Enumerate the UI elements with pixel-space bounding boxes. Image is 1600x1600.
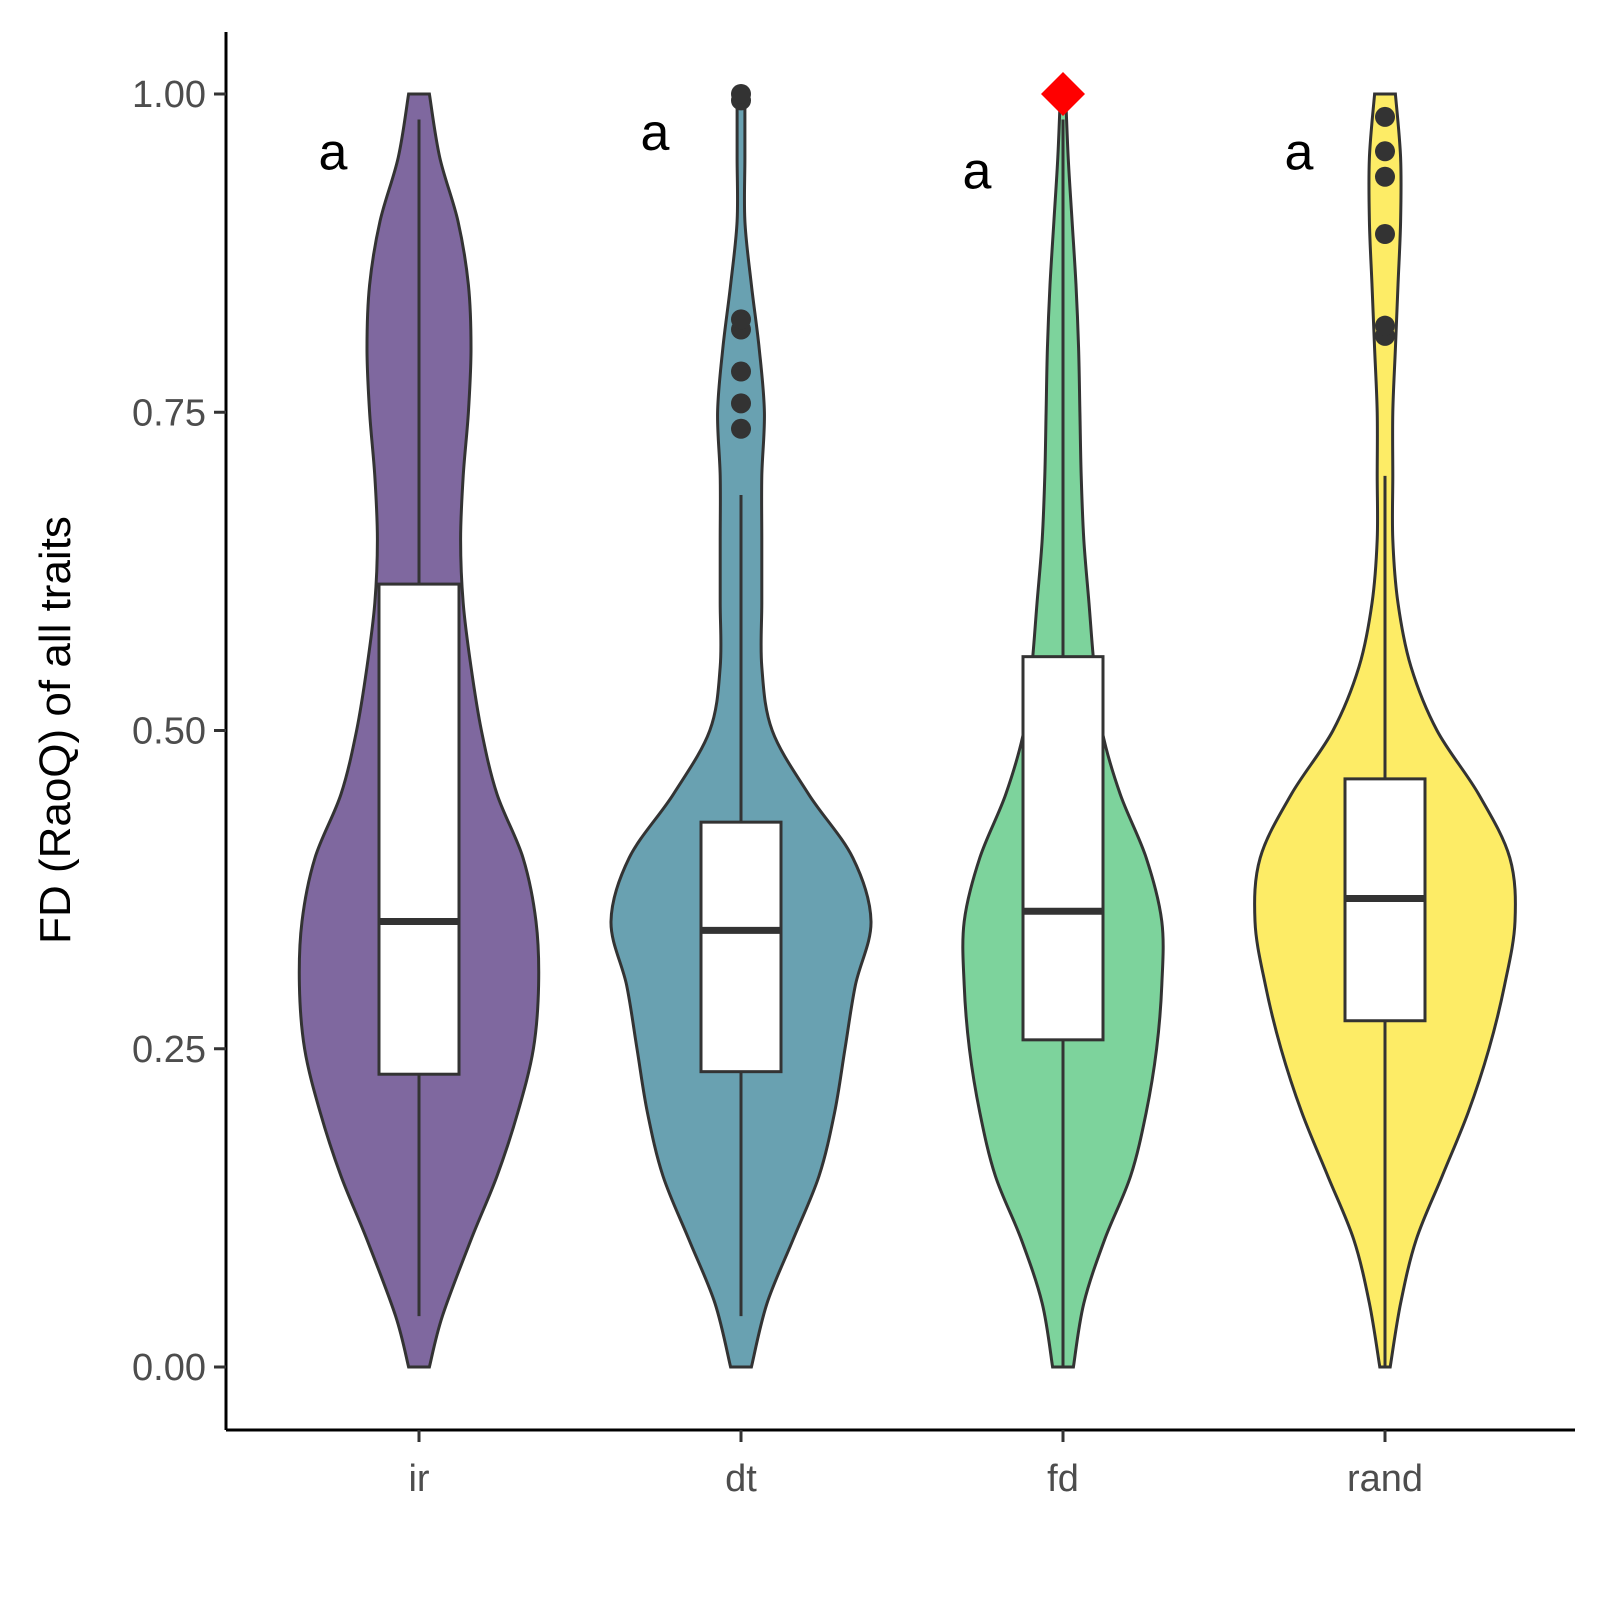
box-dt [699, 820, 783, 1074]
y-axis-title: FD (RaoQ) of all traits [31, 516, 80, 944]
x-tick-label-ir: ir [408, 1458, 429, 1500]
outlier-point [731, 418, 751, 439]
box-fd [1021, 655, 1105, 1042]
significance-letter-fd: a [963, 142, 992, 200]
y-ticks: 0.00 0.25 0.50 0.75 1.00 [132, 74, 226, 1389]
y-tick-label: 0.75 [132, 392, 206, 434]
violins-layer [297, 92, 1517, 1369]
significance-letter-ir: a [319, 123, 348, 181]
outlier-point [1375, 106, 1395, 127]
outlier-point [1375, 315, 1395, 336]
summary-diamond-fd [1041, 72, 1085, 116]
markers-layer [1041, 72, 1085, 116]
outlier-point [731, 309, 751, 330]
outlier-point [731, 361, 751, 382]
outlier-point [1375, 141, 1395, 162]
x-tick-label-dt: dt [725, 1458, 757, 1500]
x-tick-label-rand: rand [1347, 1458, 1423, 1500]
y-tick-label: 0.00 [132, 1347, 206, 1389]
boxplots-layer [377, 119, 1427, 1367]
x-tick-label-fd: fd [1047, 1458, 1079, 1500]
y-tick-label: 0.50 [132, 711, 206, 753]
outliers-layer [731, 84, 1395, 439]
y-tick-label: 1.00 [132, 74, 206, 116]
outlier-point [1375, 224, 1395, 245]
significance-letter-dt: a [641, 104, 670, 162]
box-ir [377, 582, 461, 1076]
outlier-point [731, 84, 751, 104]
significance-letter-rand: a [1285, 123, 1314, 181]
outlier-point [1375, 166, 1395, 187]
y-tick-label: 0.25 [132, 1029, 206, 1071]
letters-layer: a aa a [319, 104, 1314, 200]
x-ticks: ir dt fd rand [408, 1430, 1423, 1500]
outlier-point [731, 393, 751, 414]
